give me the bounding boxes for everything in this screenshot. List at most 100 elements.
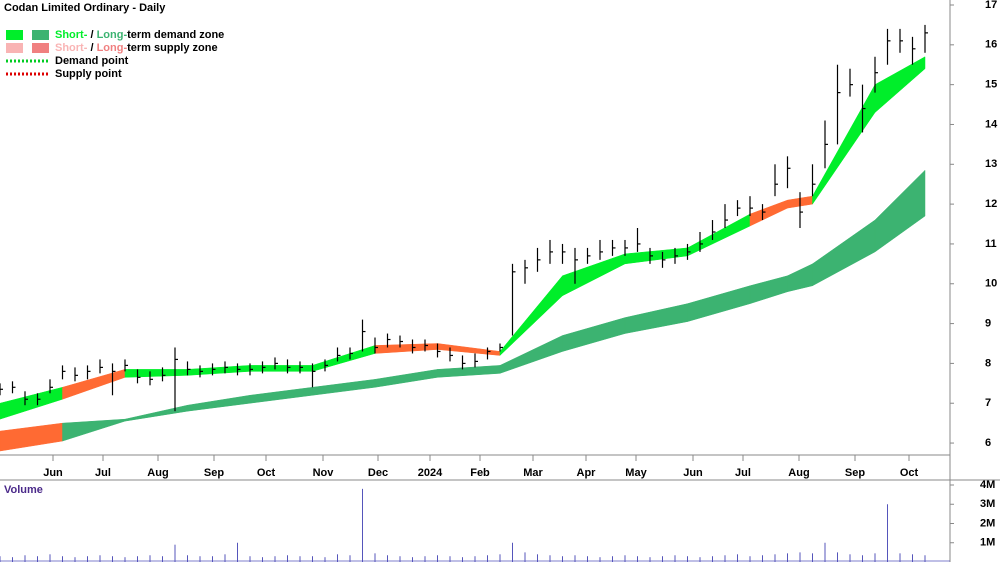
x-tick-label: Oct — [257, 467, 276, 479]
legend-swatch — [32, 43, 49, 53]
price-bar — [724, 204, 728, 229]
price-bar — [299, 361, 303, 374]
volume-bar — [299, 556, 301, 562]
legend-text: Demand point — [55, 55, 129, 67]
volume-bar — [212, 556, 213, 562]
x-tick-label: Jul — [95, 467, 111, 479]
price-bar — [286, 359, 291, 374]
volume-bar — [587, 556, 588, 562]
y-tick-label: 15 — [985, 79, 997, 91]
y-tick-label: 6 — [985, 437, 991, 449]
volume-bar — [537, 554, 538, 562]
volume-bar — [762, 555, 763, 562]
volume-bar — [199, 556, 201, 562]
volume-bar — [774, 554, 776, 562]
volume-bar — [149, 555, 151, 562]
volume-bar — [874, 553, 876, 562]
x-tick-label: Mar — [523, 467, 543, 479]
volume-bar — [499, 554, 501, 562]
y-tick-label: 10 — [985, 278, 997, 290]
volume-bar — [637, 556, 638, 562]
legend-text: Long- — [97, 29, 128, 41]
price-bar — [874, 56, 878, 93]
price-bar — [211, 363, 216, 376]
legend-text: / — [87, 42, 96, 54]
volume-tick-label: 3M — [980, 498, 995, 510]
volume-bar — [174, 544, 176, 562]
volume-title: Volume — [4, 484, 43, 496]
price-bar — [61, 365, 66, 380]
price-bar — [799, 192, 803, 229]
volume-bar — [224, 554, 226, 562]
price-bar — [699, 231, 703, 252]
volume-bar — [0, 556, 1, 562]
y-tick-label: 16 — [985, 39, 997, 51]
price-bar — [836, 64, 841, 145]
legend-label: Short- / Long-term demand zone — [55, 29, 224, 41]
volume-bar — [862, 555, 863, 562]
price-bar — [86, 365, 91, 380]
y-tick-label: 8 — [985, 357, 991, 369]
legend-swatch — [6, 30, 23, 40]
y-tick-label: 9 — [985, 317, 991, 329]
price-bar — [74, 367, 78, 382]
x-tick-label: Jun — [683, 467, 703, 479]
x-tick-label: May — [625, 467, 647, 479]
legend-text: Supply point — [55, 68, 122, 80]
volume-bar — [812, 553, 813, 562]
price-bar — [774, 164, 778, 197]
price-bar — [586, 247, 591, 264]
volume-bar — [362, 488, 363, 562]
price-bar — [861, 84, 866, 133]
x-tick-label: Apr — [577, 467, 597, 479]
volume-bar — [62, 556, 63, 562]
price-bar — [49, 379, 53, 394]
x-tick-label: Feb — [470, 467, 490, 479]
price-bar — [549, 239, 553, 264]
price-bar — [886, 28, 891, 65]
volume-bar — [887, 504, 888, 562]
chart-title: Codan Limited Ordinary - Daily — [4, 2, 166, 14]
x-tick-label: Jul — [735, 467, 751, 479]
legend-text: / — [87, 29, 96, 41]
price-bar — [136, 369, 141, 384]
volume-bar — [787, 553, 788, 562]
volume-bar — [749, 556, 751, 562]
zone-segment — [874, 169, 926, 253]
volume-bar — [674, 555, 676, 562]
price-bar — [274, 357, 278, 370]
price-bar — [424, 339, 428, 352]
volume-bar — [49, 554, 51, 562]
volume-bar — [474, 556, 476, 562]
price-bar — [686, 243, 691, 260]
price-bar — [524, 259, 528, 284]
price-bar — [111, 363, 116, 396]
legend-swatch — [32, 30, 49, 40]
price-bar — [599, 239, 603, 260]
price-bar — [311, 363, 316, 388]
y-tick-label: 13 — [985, 158, 997, 170]
price-bar — [161, 367, 166, 382]
volume-bar — [912, 554, 913, 562]
price-bar — [24, 391, 28, 406]
y-tick-label: 17 — [985, 0, 997, 11]
price-bar — [486, 347, 491, 360]
y-tick-label: 11 — [985, 238, 997, 250]
price-bar — [499, 343, 503, 352]
price-bar — [324, 359, 328, 372]
price-bar — [636, 228, 641, 252]
volume-bar — [624, 555, 626, 562]
volume-tick-label: 4M — [980, 479, 995, 491]
price-bar — [249, 363, 253, 376]
price-bar — [574, 247, 578, 284]
volume-bar — [37, 556, 38, 562]
volume-bar — [612, 556, 613, 562]
price-bar — [761, 204, 766, 221]
y-tick-label: 14 — [985, 118, 998, 130]
volume-bar — [737, 554, 738, 562]
x-tick-label: Aug — [788, 467, 809, 479]
price-bar — [411, 339, 416, 354]
zone-segment — [874, 56, 926, 114]
legend-label: Short- / Long-term supply zone — [55, 42, 218, 54]
price-bar — [624, 239, 628, 256]
